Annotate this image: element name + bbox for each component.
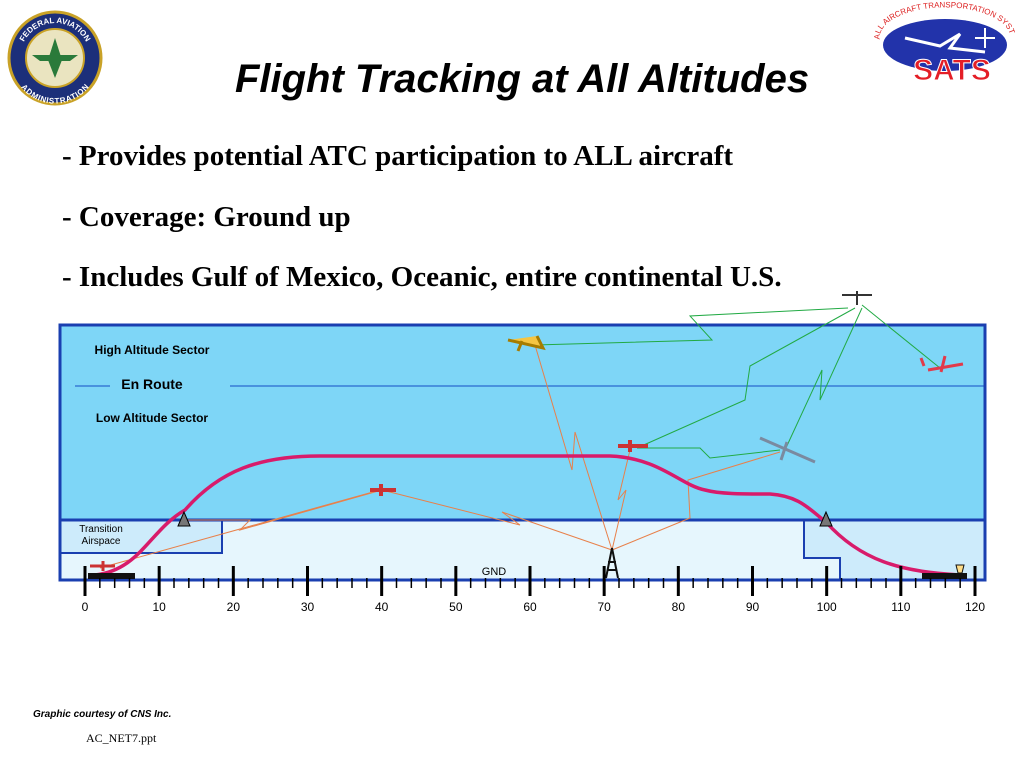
waypoint xyxy=(177,510,191,527)
scale-label: 0 xyxy=(82,600,89,614)
links xyxy=(99,304,941,569)
flight-path xyxy=(94,454,961,577)
transition-line: Airspace xyxy=(82,536,121,547)
scale-label: 80 xyxy=(672,600,686,614)
waypoint xyxy=(819,510,833,527)
runway xyxy=(88,573,135,579)
transition-line: Transition xyxy=(79,524,123,535)
label-bg xyxy=(110,376,230,396)
sector-label: Low Altitude Sector xyxy=(96,411,209,425)
file-name: AC_NET7.ppt xyxy=(86,731,157,745)
transition-label: Transition Airspace xyxy=(79,524,123,547)
scale-label: 70 xyxy=(597,600,611,614)
scale-label: 50 xyxy=(449,600,463,614)
sats-name: SATS xyxy=(913,54,991,87)
scale-label: 100 xyxy=(817,600,837,614)
scale-label: 60 xyxy=(523,600,537,614)
sector-label: En Route xyxy=(121,376,183,392)
runway xyxy=(922,573,967,579)
scale-label: 20 xyxy=(227,600,241,614)
bullet: - Coverage: Ground up xyxy=(62,201,351,233)
faa-logo: FEDERAL AVIATION ADMINISTRATION xyxy=(7,10,103,106)
scale-label: 10 xyxy=(152,600,166,614)
title: Flight Tracking at All Altitudes xyxy=(235,57,809,101)
tower xyxy=(955,564,965,574)
airspace-diagram: High Altitude Sector En Route Low Altitu… xyxy=(58,291,987,614)
aircraft xyxy=(90,291,964,571)
scale-label: 110 xyxy=(891,600,910,614)
ground-label: GND xyxy=(482,566,507,578)
upper-airspace xyxy=(60,325,985,520)
scale-label: 30 xyxy=(301,600,315,614)
bullet: - Provides potential ATC participation t… xyxy=(62,140,733,172)
bullet: - Includes Gulf of Mexico, Oceanic, enti… xyxy=(62,261,782,293)
credit: Graphic courtesy of CNS Inc. xyxy=(33,709,171,720)
frame xyxy=(58,323,987,582)
scale-label: 90 xyxy=(746,600,760,614)
tower xyxy=(605,547,619,579)
distance-scale: 0 10 20 30 40 50 60 70 80 90 100 110 120 xyxy=(82,566,985,614)
scale-label: 40 xyxy=(375,600,389,614)
scale-label: 120 xyxy=(965,600,985,614)
sector-label: High Altitude Sector xyxy=(95,343,210,357)
